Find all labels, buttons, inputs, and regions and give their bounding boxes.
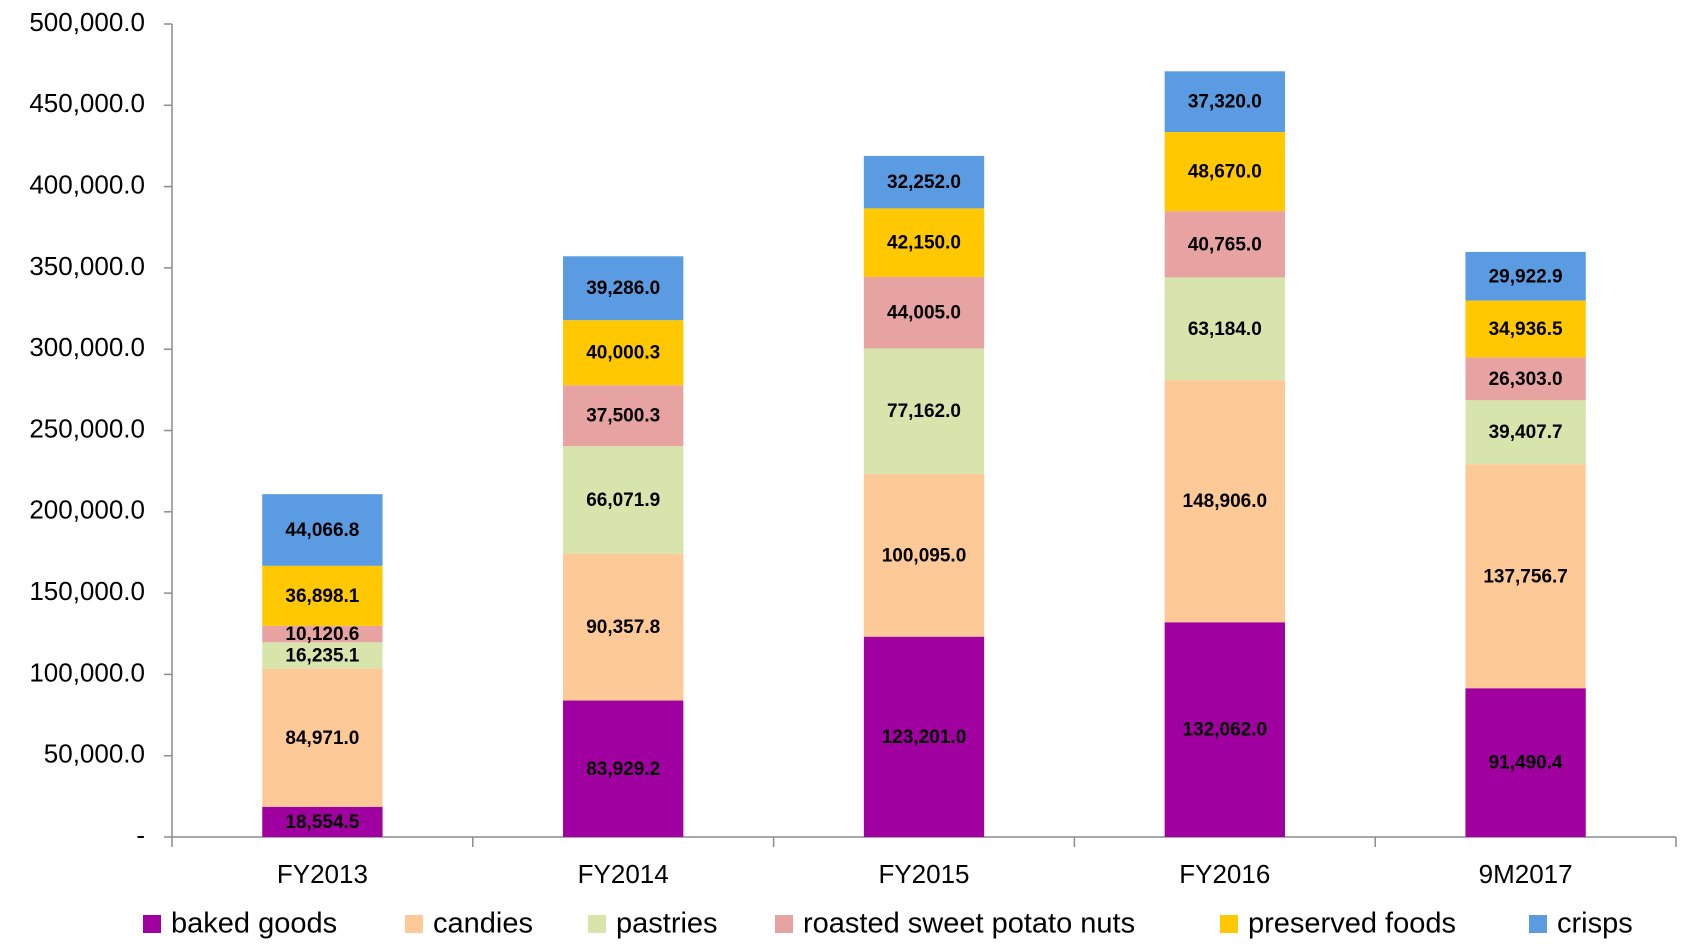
x-tick-label: FY2014 (578, 859, 669, 889)
bar-segment (1164, 277, 1285, 381)
data-label: 16,235.1 (285, 645, 359, 666)
legend-swatch (588, 915, 606, 933)
y-tick-label: 100,000.0 (29, 657, 145, 687)
data-label: 123,201.0 (882, 727, 967, 748)
data-label: 39,407.7 (1489, 422, 1563, 443)
bar-segment (262, 625, 383, 643)
legend-swatch (143, 915, 161, 933)
data-label: 148,906.0 (1183, 491, 1268, 512)
y-tick-label: 350,000.0 (29, 251, 145, 281)
bar-segment (1465, 464, 1586, 689)
bar-segment (563, 256, 684, 321)
data-label: 91,490.4 (1489, 753, 1563, 774)
bar-segment (1164, 380, 1285, 623)
bar-segment (1164, 131, 1285, 212)
data-label: 137,756.7 (1483, 566, 1568, 587)
data-label: 66,071.9 (586, 490, 660, 511)
data-label: 44,066.8 (285, 520, 359, 541)
data-label: 77,162.0 (887, 401, 961, 422)
data-label: 40,765.0 (1188, 234, 1262, 255)
bar-segment (1465, 300, 1586, 358)
y-tick-label: - (136, 820, 145, 850)
bar-segment (563, 320, 684, 386)
bar-segment (1465, 251, 1586, 301)
data-label: 40,000.3 (586, 343, 660, 364)
bar-segment (863, 636, 985, 837)
bar-segment (563, 446, 684, 554)
data-label: 32,252.0 (887, 172, 961, 193)
legend-swatch (775, 915, 793, 933)
bar-segment (863, 473, 985, 637)
bar-segment (1164, 71, 1285, 132)
bar-segment (262, 565, 383, 626)
data-label: 26,303.0 (1489, 369, 1563, 390)
data-label: 132,062.0 (1183, 720, 1268, 741)
bar-segment (1465, 688, 1586, 837)
x-tick-label: FY2013 (277, 859, 368, 889)
bar-segment (262, 668, 383, 807)
data-label: 84,971.0 (285, 728, 359, 749)
legend-label: candies (433, 908, 533, 940)
legend-label: baked goods (171, 908, 337, 940)
data-label: 10,120.6 (285, 624, 359, 645)
data-label: 90,357.8 (586, 617, 660, 638)
x-tick-label: 9M2017 (1479, 859, 1573, 889)
data-label: 37,320.0 (1188, 92, 1262, 113)
y-tick-label: 50,000.0 (44, 739, 145, 769)
data-label: 44,005.0 (887, 303, 961, 324)
data-label: 39,286.0 (586, 278, 660, 299)
bar-segment (1465, 357, 1586, 401)
x-tick-label: FY2015 (878, 859, 969, 889)
bar-segment (863, 155, 985, 209)
data-label: 83,929.2 (586, 759, 660, 780)
data-label: 48,670.0 (1188, 162, 1262, 183)
legend-swatch (405, 915, 423, 933)
data-label: 37,500.3 (586, 406, 660, 427)
legend-swatch (1220, 915, 1238, 933)
data-label: 42,150.0 (887, 233, 961, 254)
bar-segment (563, 385, 684, 447)
legend-label: roasted sweet potato nuts (803, 908, 1135, 940)
y-tick-label: 150,000.0 (29, 576, 145, 606)
bar-segment (1164, 211, 1285, 278)
legend-label: preserved foods (1248, 908, 1456, 940)
bar-segment (863, 276, 985, 349)
bar-segment (863, 348, 985, 474)
bar-segment (262, 642, 383, 669)
bar-segment (262, 494, 383, 566)
data-label: 100,095.0 (882, 545, 967, 566)
x-tick-label: FY2016 (1179, 859, 1270, 889)
data-label: 36,898.1 (285, 586, 359, 607)
legend-label: pastries (616, 908, 718, 940)
data-label: 29,922.9 (1489, 266, 1563, 287)
y-tick-label: 250,000.0 (29, 413, 145, 443)
data-label: 34,936.5 (1489, 319, 1563, 340)
y-tick-label: 400,000.0 (29, 169, 145, 199)
bar-segment (1164, 622, 1285, 837)
y-tick-label: 500,000.0 (29, 7, 145, 37)
y-tick-label: 200,000.0 (29, 495, 145, 525)
bar-segment (863, 208, 985, 277)
bar-segment (563, 553, 684, 701)
bar-segment (262, 806, 383, 837)
y-tick-label: 450,000.0 (29, 88, 145, 118)
legend-swatch (1529, 915, 1547, 933)
data-label: 63,184.0 (1188, 319, 1262, 340)
bar-segment (563, 700, 684, 837)
legend-label: crisps (1557, 908, 1633, 940)
y-tick-label: 300,000.0 (29, 332, 145, 362)
data-label: 18,554.5 (285, 812, 359, 833)
bar-segment (1465, 400, 1586, 465)
